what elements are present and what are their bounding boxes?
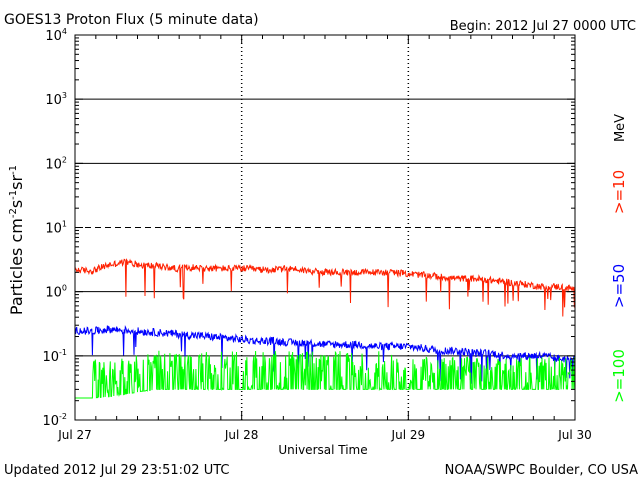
y-tick-label-base: 10 — [42, 350, 59, 365]
y-tick-label-exp: -1 — [59, 348, 67, 357]
y-tick-label-exp: 0 — [62, 284, 67, 293]
x-tick-label: Jul 28 — [224, 428, 259, 442]
y-axis-title-base: Particles cm — [7, 218, 26, 315]
x-axis-title: Universal Time — [278, 443, 367, 457]
y-tick-label-base: 10 — [45, 157, 62, 172]
y-tick-label-exp: 2 — [62, 155, 67, 164]
legend-ge10: >=10 — [610, 170, 628, 214]
y-tick-label: 102 — [45, 155, 67, 172]
y-tick-label-base: 10 — [45, 222, 62, 237]
y-tick-label-exp: 4 — [62, 27, 67, 36]
legend-ge50: >=50 — [610, 264, 628, 308]
chart-title: GOES13 Proton Flux (5 minute data) — [4, 12, 259, 28]
series-line-ge100 — [75, 350, 576, 399]
y-tick-label-exp: 3 — [62, 91, 67, 100]
y-axis-title-exp-1: -2 — [8, 208, 19, 218]
y-axis-title-exp-2: -1 — [8, 190, 19, 200]
series-line-ge50 — [74, 324, 576, 386]
x-tick-label: Jul 30 — [557, 428, 592, 442]
y-axis-title: Particles cm-2s-1sr-1 — [7, 165, 26, 315]
y-tick-label: 104 — [45, 27, 67, 44]
legend-unit-mev: MeV — [613, 114, 628, 142]
y-tick-label-base: 10 — [45, 93, 62, 108]
y-tick-label: 101 — [45, 220, 67, 237]
y-tick-label-exp: 1 — [62, 220, 67, 229]
x-tick-label: Jul 29 — [391, 428, 426, 442]
legend-ge100: >=100 — [610, 349, 628, 403]
y-tick-label-base: 10 — [45, 286, 62, 301]
y-tick-label-exp: -2 — [59, 412, 67, 421]
y-axis-title-sr: sr — [7, 175, 26, 190]
x-tick-label: Jul 27 — [57, 428, 92, 442]
y-axis-title-s: s — [7, 200, 26, 208]
y-tick-label-base: 10 — [45, 29, 62, 44]
y-tick-label: 103 — [45, 91, 67, 108]
y-tick-label: 10-1 — [42, 348, 67, 365]
updated-timestamp: Updated 2012 Jul 29 23:51:02 UTC — [4, 463, 229, 478]
y-axis-title-exp-3: -1 — [8, 165, 19, 175]
y-tick-label: 100 — [45, 284, 67, 301]
y-tick-label: 10-2 — [42, 412, 67, 429]
credit-label: NOAA/SWPC Boulder, CO USA — [445, 463, 638, 478]
begin-time: Begin: 2012 Jul 27 0000 UTC — [450, 19, 636, 34]
y-tick-label-base: 10 — [42, 414, 59, 429]
series-line-ge10 — [74, 258, 576, 317]
